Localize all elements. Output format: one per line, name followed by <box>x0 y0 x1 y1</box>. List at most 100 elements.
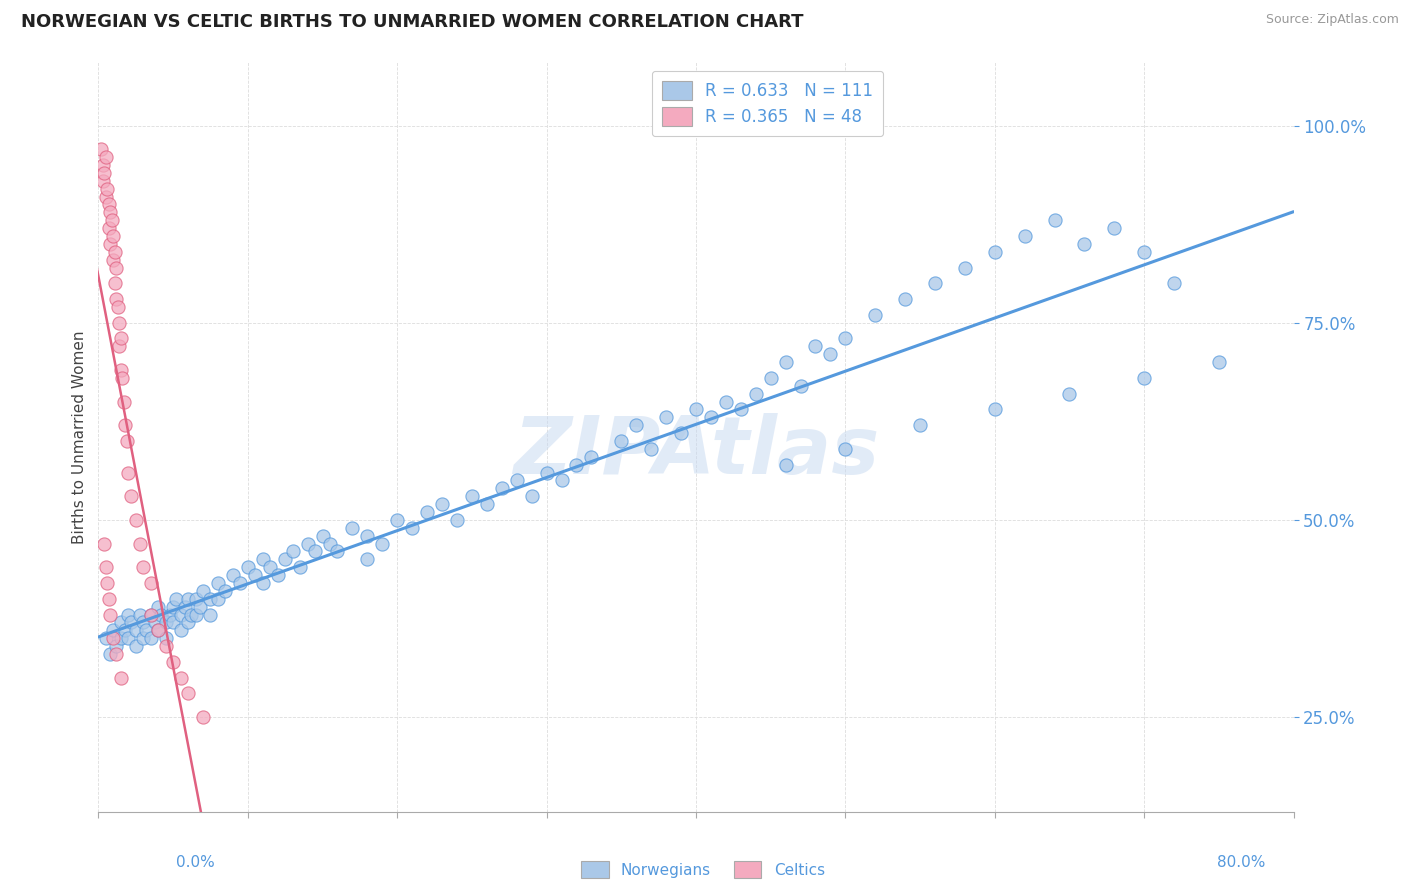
Point <box>834 442 856 456</box>
Point <box>200 607 222 622</box>
Point <box>311 529 333 543</box>
Point <box>506 474 529 488</box>
Point <box>177 686 200 700</box>
Point <box>97 197 120 211</box>
Point <box>446 513 468 527</box>
Point <box>110 631 132 645</box>
Point <box>259 560 281 574</box>
Point <box>155 631 177 645</box>
Point <box>416 505 439 519</box>
Point <box>162 615 184 630</box>
Point <box>229 576 252 591</box>
Point <box>105 292 128 306</box>
Point <box>1163 277 1185 291</box>
Text: 80.0%: 80.0% <box>1218 855 1265 870</box>
Point <box>132 615 155 630</box>
Point <box>252 552 274 566</box>
Point <box>98 607 122 622</box>
Legend: Norwegians, Celtics: Norwegians, Celtics <box>575 855 831 884</box>
Y-axis label: Births to Unmarried Women: Births to Unmarried Women <box>72 330 87 544</box>
Point <box>180 607 202 622</box>
Point <box>820 347 842 361</box>
Point <box>626 418 648 433</box>
Point <box>401 521 423 535</box>
Point <box>342 521 364 535</box>
Point <box>159 607 181 622</box>
Point <box>148 624 170 638</box>
Point <box>169 624 191 638</box>
Point <box>177 615 200 630</box>
Point <box>984 244 1007 259</box>
Legend: R = 0.633   N = 111, R = 0.365   N = 48: R = 0.633 N = 111, R = 0.365 N = 48 <box>652 70 883 136</box>
Point <box>759 371 782 385</box>
Point <box>114 418 136 433</box>
Point <box>105 639 128 653</box>
Point <box>125 513 148 527</box>
Point <box>550 474 572 488</box>
Point <box>267 568 290 582</box>
Point <box>139 607 162 622</box>
Point <box>184 607 207 622</box>
Point <box>98 236 122 251</box>
Point <box>245 568 267 582</box>
Point <box>110 671 132 685</box>
Point <box>91 158 114 172</box>
Point <box>789 379 811 393</box>
Point <box>565 458 588 472</box>
Point <box>169 671 191 685</box>
Point <box>110 331 132 345</box>
Point <box>1073 236 1095 251</box>
Point <box>132 560 155 574</box>
Point <box>115 434 138 448</box>
Point <box>104 244 127 259</box>
Text: Source: ZipAtlas.com: Source: ZipAtlas.com <box>1265 13 1399 27</box>
Point <box>804 339 827 353</box>
Point <box>105 647 128 661</box>
Point <box>139 576 162 591</box>
Point <box>297 536 319 550</box>
Point <box>103 229 125 244</box>
Point <box>385 513 409 527</box>
Point <box>148 624 170 638</box>
Point <box>319 536 342 550</box>
Point <box>730 402 752 417</box>
Point <box>1059 386 1081 401</box>
Text: ZIPAtlas: ZIPAtlas <box>513 413 879 491</box>
Point <box>120 489 142 503</box>
Point <box>110 363 132 377</box>
Point <box>191 583 214 598</box>
Point <box>162 599 184 614</box>
Point <box>775 355 797 369</box>
Point <box>865 308 887 322</box>
Point <box>520 489 543 503</box>
Point <box>191 710 214 724</box>
Point <box>188 599 211 614</box>
Point <box>94 631 117 645</box>
Point <box>93 536 115 550</box>
Point <box>1014 229 1036 244</box>
Point <box>184 591 207 606</box>
Point <box>103 624 125 638</box>
Point <box>125 639 148 653</box>
Point <box>117 466 139 480</box>
Point <box>117 607 139 622</box>
Point <box>274 552 297 566</box>
Point <box>281 544 304 558</box>
Point <box>640 442 662 456</box>
Point <box>214 583 236 598</box>
Point <box>1208 355 1230 369</box>
Point <box>125 624 148 638</box>
Point <box>143 615 166 630</box>
Point <box>129 607 152 622</box>
Point <box>200 591 222 606</box>
Point <box>356 552 378 566</box>
Point <box>714 394 737 409</box>
Point <box>150 607 173 622</box>
Point <box>112 394 135 409</box>
Point <box>108 316 131 330</box>
Point <box>685 402 707 417</box>
Point <box>700 410 723 425</box>
Text: 0.0%: 0.0% <box>176 855 215 870</box>
Point <box>162 655 184 669</box>
Point <box>775 458 797 472</box>
